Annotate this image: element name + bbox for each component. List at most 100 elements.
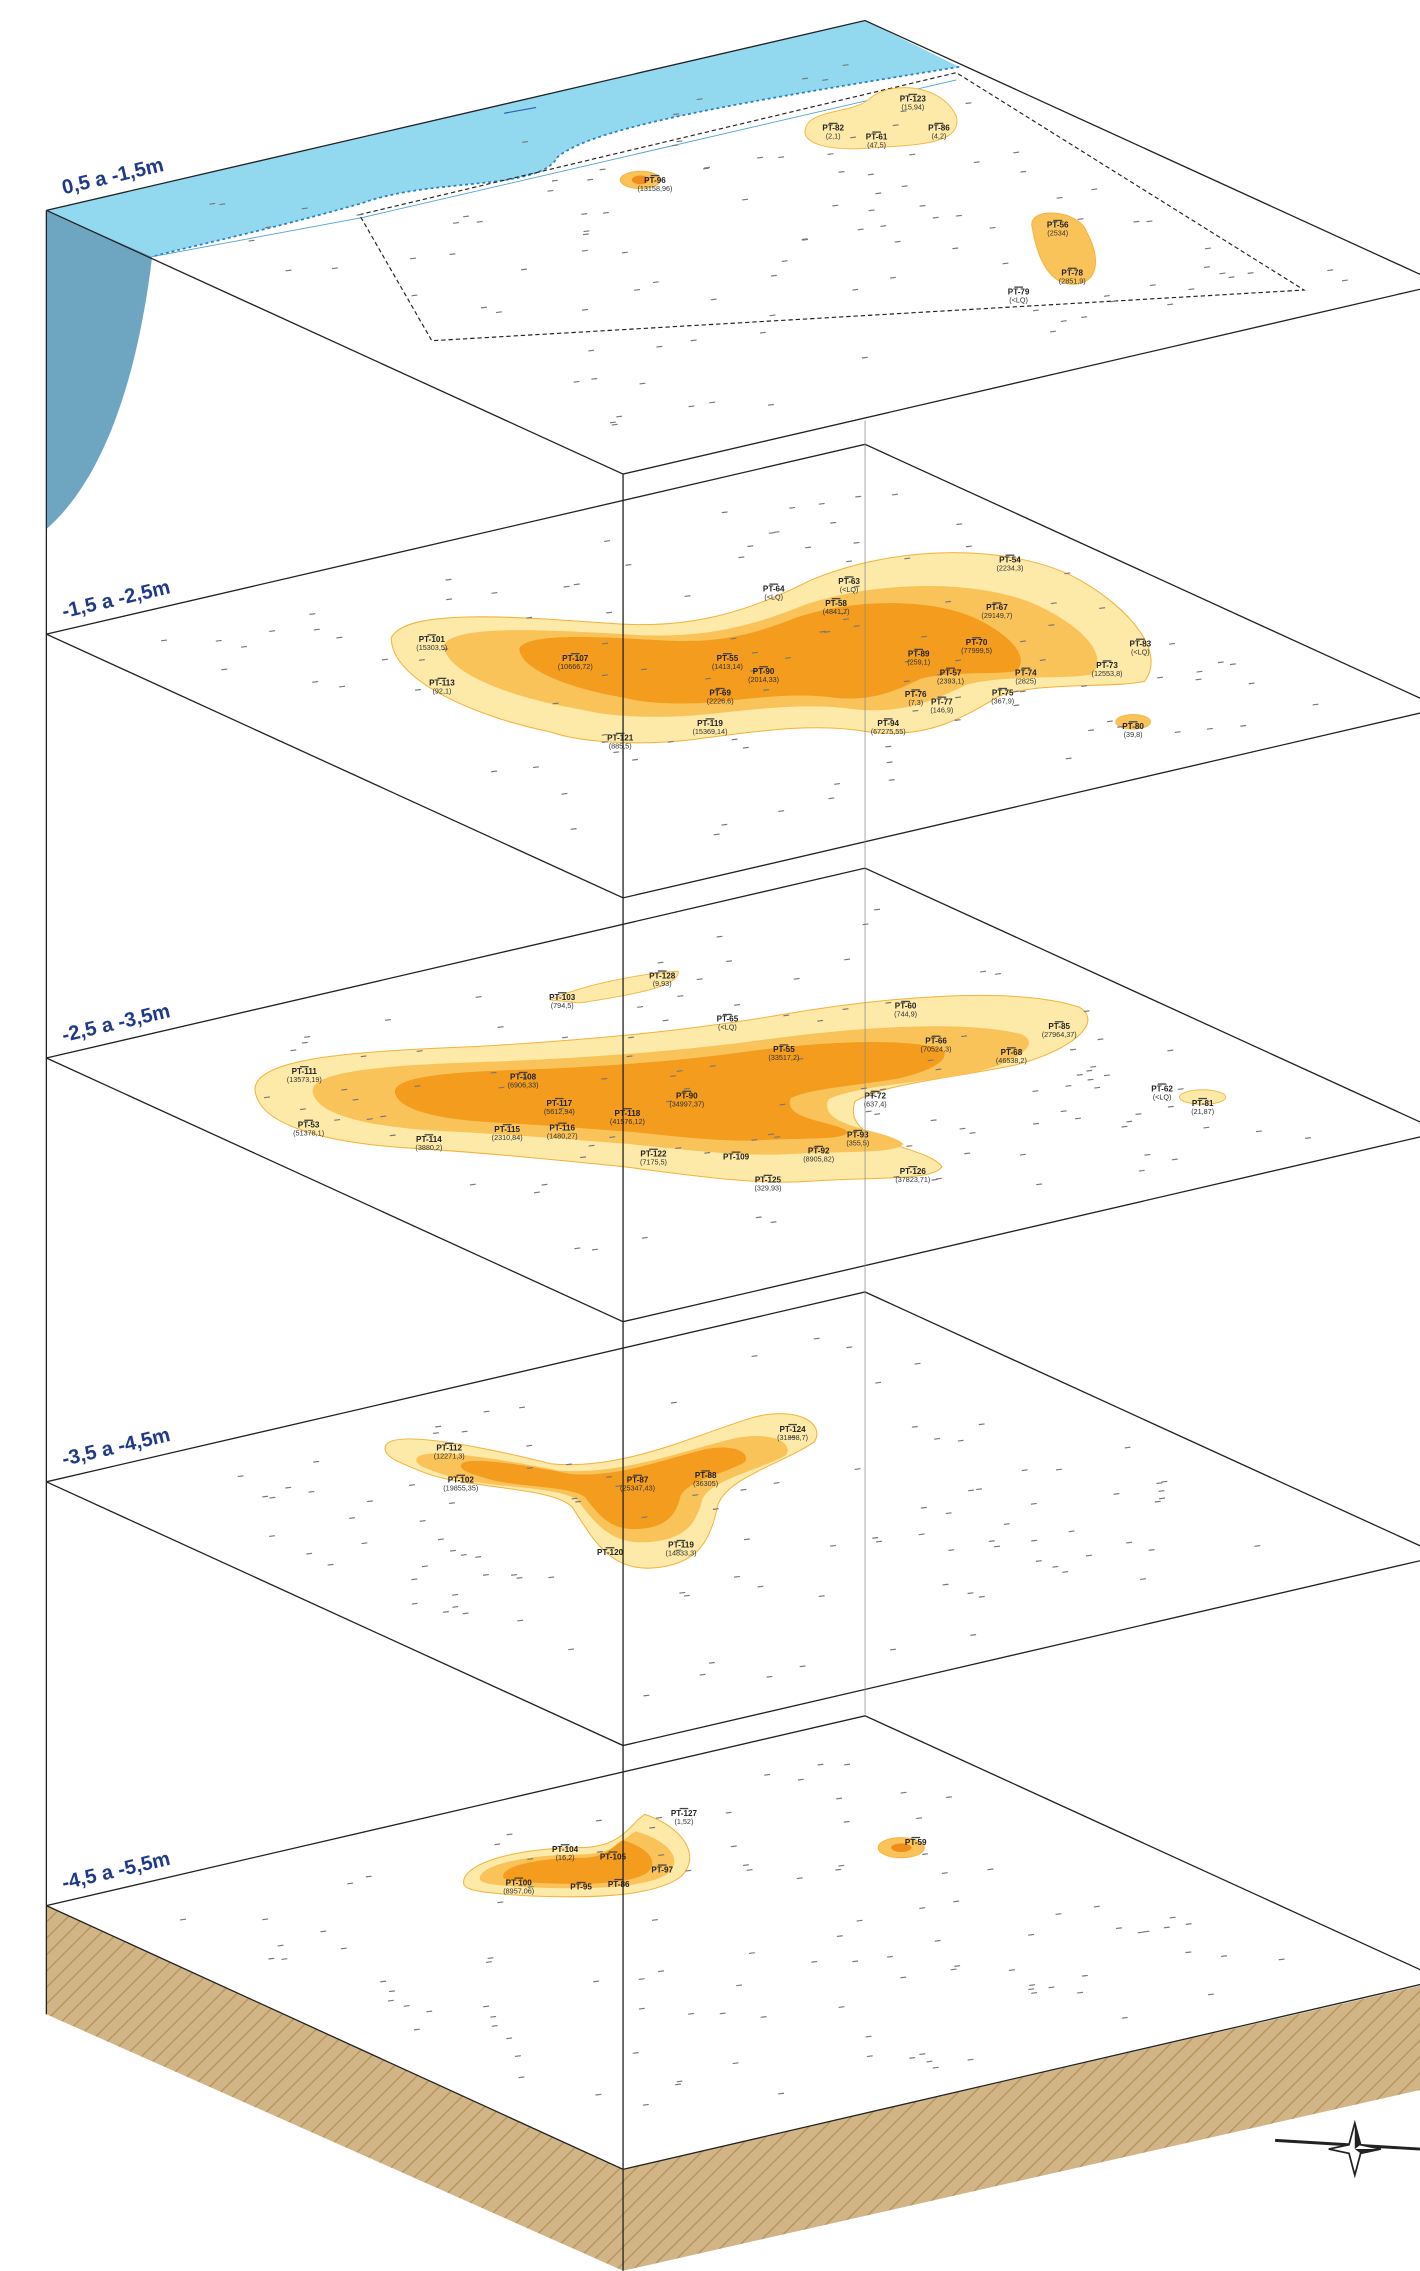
sample-point <box>517 1578 523 1579</box>
sample-point <box>443 1612 449 1613</box>
sample-point <box>955 697 961 698</box>
sample-point <box>700 1674 706 1675</box>
sample-point <box>435 1426 441 1427</box>
sample-point <box>1256 1131 1262 1132</box>
sample-point <box>270 1497 276 1498</box>
sample-point <box>857 1920 863 1921</box>
sample-point <box>1061 321 1067 322</box>
sample-point <box>966 546 972 547</box>
point-id: PT-120 <box>597 1548 624 1557</box>
sample-point <box>357 214 363 215</box>
sample-point <box>934 1438 940 1439</box>
sample-point <box>426 2011 432 2012</box>
sample-point <box>1204 267 1210 268</box>
point-value: (<LQ) <box>764 592 783 601</box>
sample-point <box>1014 705 1020 706</box>
sample-point <box>1150 285 1156 286</box>
sample-point <box>1114 1494 1120 1495</box>
sample-point <box>874 909 880 910</box>
sample-point <box>1065 1086 1071 1087</box>
sample-point <box>946 1513 952 1514</box>
sample-point <box>1208 1994 1214 1995</box>
sample-point <box>571 829 577 830</box>
sample-point <box>689 406 695 407</box>
sample-point <box>639 2008 645 2009</box>
sample-point <box>380 1116 386 1117</box>
sample-point <box>265 227 271 228</box>
sample-point <box>548 1577 554 1578</box>
sample-point <box>422 1566 428 1567</box>
sample-point <box>449 1503 455 1504</box>
sample-point <box>1091 189 1097 190</box>
sample-point <box>921 1507 927 1508</box>
sample-point <box>830 522 836 523</box>
sample-point <box>313 1461 319 1462</box>
sample-point <box>1013 152 1019 153</box>
sample-point <box>742 199 748 200</box>
sample-point <box>966 103 972 104</box>
sample-point <box>262 1496 268 1497</box>
point-value: (25347,43) <box>620 1484 655 1493</box>
sample-point <box>734 1005 740 1006</box>
sample-point <box>626 565 632 566</box>
sample-point <box>890 1649 896 1650</box>
sample-point <box>349 1518 355 1519</box>
point-id: PT-59 <box>905 1838 927 1847</box>
sample-point <box>844 959 850 960</box>
sample-point <box>874 1114 880 1115</box>
sample-point <box>843 1009 849 1010</box>
sample-point <box>800 1666 806 1667</box>
sample-point <box>637 1007 643 1008</box>
sample-point <box>302 1042 308 1043</box>
sample-point <box>1240 725 1246 726</box>
sample-point <box>802 239 808 240</box>
sample-point <box>341 1948 347 1949</box>
sample-point <box>692 1495 698 1496</box>
sample-point <box>770 315 776 316</box>
sample-point <box>1033 310 1039 311</box>
point-value: (33517,2) <box>768 1053 799 1062</box>
sample-point <box>1159 1498 1165 1499</box>
sample-point <box>1094 1906 1100 1907</box>
point-value: (70524,3) <box>921 1044 952 1053</box>
sample-point <box>1126 1121 1132 1122</box>
sample-point <box>852 1961 858 1962</box>
sample-point <box>446 579 452 580</box>
point-value: (47,5) <box>867 140 886 149</box>
sample-point <box>672 145 678 146</box>
sample-point <box>953 1901 959 1902</box>
sample-point <box>1056 1914 1062 1915</box>
sample-point <box>887 1956 893 1957</box>
sample-point <box>1064 573 1070 574</box>
sample-point <box>797 1878 803 1879</box>
sample-point <box>1081 317 1087 318</box>
point-value: (367,9) <box>991 697 1014 706</box>
sample-point <box>415 1086 421 1087</box>
sample-point <box>1157 1483 1163 1484</box>
sample-point <box>453 223 459 224</box>
sample-point <box>643 2104 649 2105</box>
sample-point <box>968 1490 974 1491</box>
sample-point <box>1022 1470 1028 1471</box>
sample-point <box>641 669 647 670</box>
sample-point <box>1107 721 1113 722</box>
sample-point <box>785 658 791 659</box>
point-value: (2393,1) <box>937 676 964 685</box>
sample-point <box>1230 664 1236 665</box>
sample-point <box>921 636 927 637</box>
sample-point <box>685 1870 691 1871</box>
sample-point <box>1249 683 1255 684</box>
sample-point <box>915 1363 921 1364</box>
sample-point <box>1186 1924 1192 1925</box>
sample-point <box>1144 1931 1150 1932</box>
sample-point <box>907 1146 913 1147</box>
sample-point <box>433 1433 439 1434</box>
sample-point <box>913 710 919 711</box>
sample-point <box>901 1792 907 1793</box>
sample-point <box>574 381 580 382</box>
sample-point <box>900 1977 906 1978</box>
sample-point <box>814 1338 820 1339</box>
sample-point <box>526 617 532 618</box>
sample-point <box>747 546 753 547</box>
sample-point <box>1204 1127 1210 1128</box>
